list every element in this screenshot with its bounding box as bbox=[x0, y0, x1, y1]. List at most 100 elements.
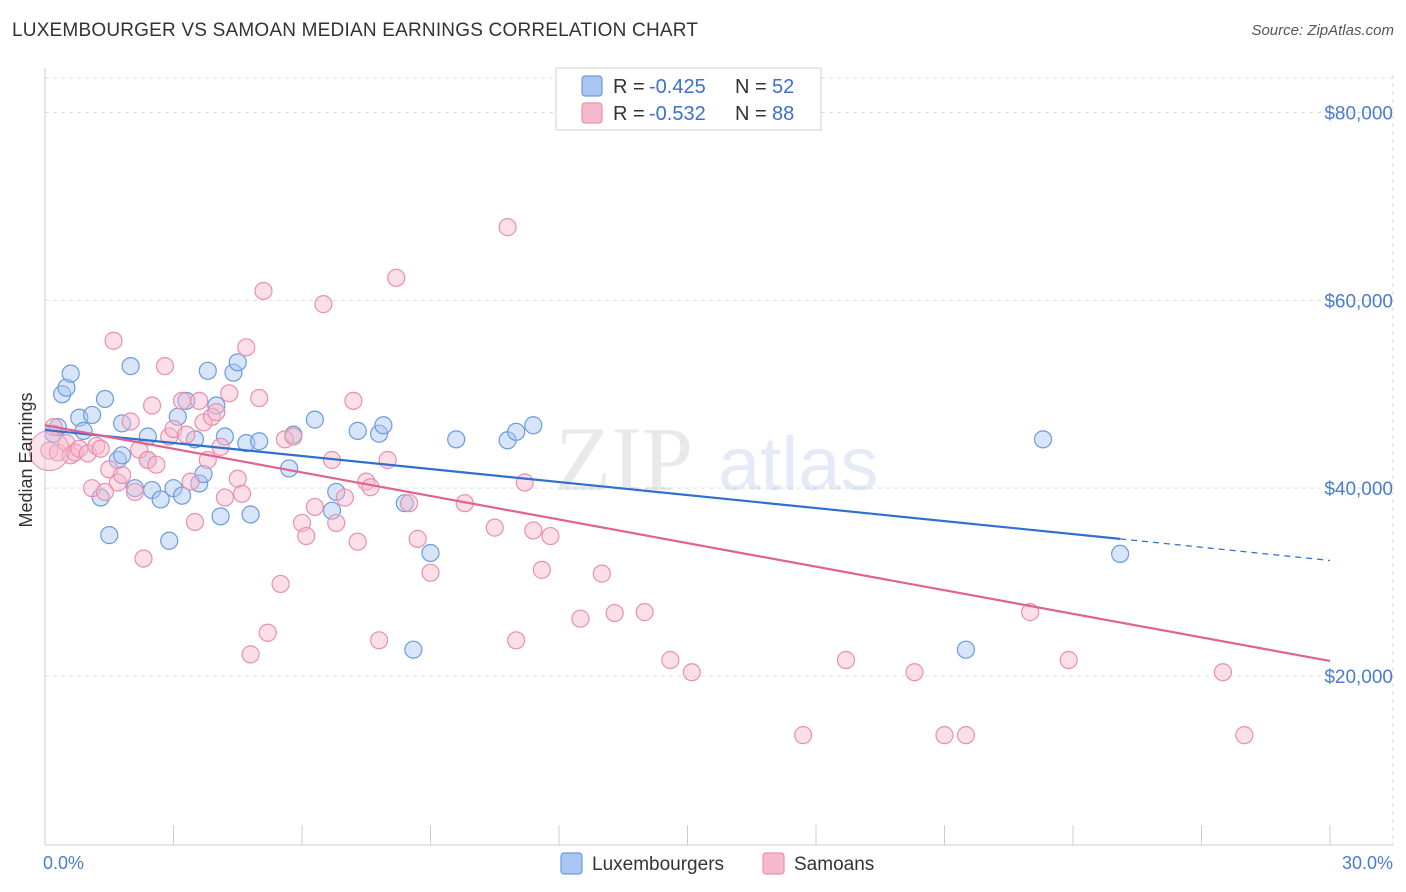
data-point bbox=[1021, 603, 1040, 622]
data-point bbox=[121, 356, 140, 376]
data-point bbox=[498, 218, 517, 237]
data-point bbox=[250, 432, 269, 451]
data-point bbox=[160, 531, 179, 550]
legend: R = -0.425 N = 52 R = -0.532 N = 88 bbox=[555, 67, 822, 131]
data-point bbox=[507, 631, 526, 650]
data-point bbox=[284, 427, 303, 446]
data-point bbox=[421, 563, 440, 582]
data-point bbox=[134, 549, 153, 568]
data-point bbox=[61, 364, 80, 383]
data-point bbox=[241, 645, 260, 664]
trend-line-luxembourgers-extension bbox=[1120, 538, 1331, 562]
data-point bbox=[905, 663, 924, 682]
bottom-legend-label-samoans: Samoans bbox=[794, 854, 874, 875]
data-point bbox=[207, 403, 226, 422]
data-point bbox=[370, 424, 389, 443]
data-point bbox=[1059, 650, 1078, 670]
data-point bbox=[794, 726, 813, 745]
data-point bbox=[447, 430, 466, 449]
data-point bbox=[524, 521, 543, 540]
data-point bbox=[956, 726, 976, 745]
data-point bbox=[571, 609, 590, 628]
data-point bbox=[190, 391, 209, 410]
data-point bbox=[172, 391, 192, 410]
data-point bbox=[104, 331, 123, 350]
data-point bbox=[370, 631, 389, 650]
legend-n-value-lux: 52 bbox=[772, 76, 794, 98]
legend-r-label-sam: R = bbox=[613, 103, 645, 125]
data-point bbox=[125, 482, 145, 502]
data-point bbox=[232, 484, 252, 503]
data-point bbox=[541, 526, 560, 546]
data-point bbox=[95, 482, 115, 502]
data-point bbox=[661, 650, 680, 670]
data-point bbox=[935, 726, 954, 745]
data-point bbox=[241, 505, 260, 524]
data-point bbox=[327, 513, 346, 533]
data-point bbox=[95, 389, 115, 409]
trend-lines bbox=[44, 424, 1331, 663]
data-point bbox=[836, 650, 856, 670]
data-point bbox=[421, 543, 440, 563]
data-point bbox=[172, 486, 192, 505]
data-point bbox=[1033, 430, 1053, 449]
data-point bbox=[224, 363, 243, 382]
y-tick-labels: $20,000 $40,000 $60,000 $80,000 bbox=[1324, 104, 1393, 688]
data-point bbox=[147, 455, 166, 474]
data-point bbox=[228, 469, 247, 488]
data-point bbox=[408, 529, 427, 548]
legend-n-label-sam: N = bbox=[735, 103, 767, 125]
x-tick-label-min: 0.0% bbox=[43, 853, 84, 873]
legend-r-value-sam: -0.532 bbox=[649, 103, 706, 125]
data-point bbox=[507, 422, 526, 441]
data-point bbox=[399, 494, 419, 513]
trend-line-luxembourgers bbox=[44, 428, 1121, 540]
watermark-zip: ZIP bbox=[555, 408, 693, 510]
data-point bbox=[682, 663, 701, 682]
data-point bbox=[121, 412, 140, 431]
data-point bbox=[151, 490, 170, 509]
data-point bbox=[305, 497, 324, 517]
y-axis-label: Median Earnings bbox=[16, 392, 36, 527]
legend-swatch-luxembourgers bbox=[581, 75, 603, 97]
data-point bbox=[361, 478, 380, 497]
data-point bbox=[211, 507, 230, 526]
data-point bbox=[215, 488, 234, 507]
axes bbox=[44, 68, 1393, 846]
legend-r-value-lux: -0.425 bbox=[649, 76, 706, 98]
data-point bbox=[314, 295, 333, 314]
data-point bbox=[605, 603, 624, 623]
data-point bbox=[485, 518, 504, 537]
y-tick-label: $20,000 bbox=[1324, 667, 1393, 688]
data-point bbox=[215, 427, 234, 446]
data-point bbox=[155, 356, 175, 376]
data-point bbox=[91, 439, 110, 458]
data-point bbox=[112, 465, 132, 485]
data-point bbox=[83, 405, 102, 425]
data-point bbox=[138, 450, 157, 470]
data-point bbox=[207, 396, 226, 415]
bottom-legend-swatch-luxembourgers bbox=[560, 852, 583, 875]
data-point bbox=[185, 430, 205, 449]
watermark-atlas: atlas bbox=[718, 422, 879, 507]
samoan-points bbox=[28, 218, 1254, 745]
data-point bbox=[181, 472, 200, 491]
data-point bbox=[237, 338, 256, 357]
data-point bbox=[142, 396, 162, 415]
data-point bbox=[374, 416, 393, 435]
data-point bbox=[1111, 544, 1130, 564]
data-point bbox=[524, 416, 543, 435]
data-point bbox=[198, 361, 217, 380]
legend-r-label-lux: R = bbox=[613, 76, 645, 98]
legend-n-value-sam: 88 bbox=[772, 103, 794, 125]
data-point bbox=[258, 623, 277, 642]
data-point bbox=[344, 391, 363, 410]
y-tick-label: $40,000 bbox=[1324, 479, 1393, 500]
watermark: ZIP atlas bbox=[555, 408, 879, 510]
data-point bbox=[395, 494, 414, 513]
data-point bbox=[271, 574, 290, 594]
data-point bbox=[592, 564, 611, 583]
data-point bbox=[100, 526, 119, 545]
y-tick-label: $80,000 bbox=[1324, 104, 1393, 125]
